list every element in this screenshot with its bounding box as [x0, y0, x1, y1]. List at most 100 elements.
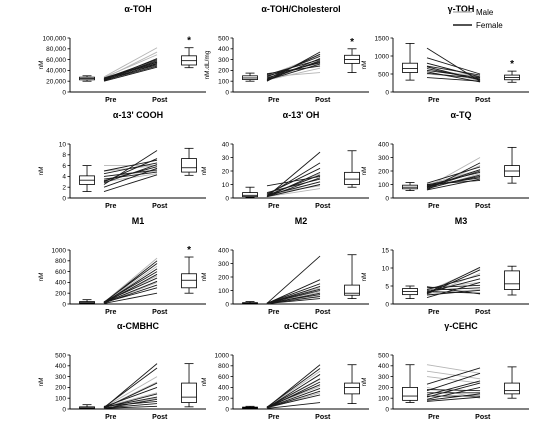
- panel-title: α-TQ: [450, 110, 471, 120]
- x-tick-label-post: Post: [315, 203, 331, 210]
- panel-title: γ-CEHC: [444, 321, 478, 331]
- female-subject-line: [266, 178, 321, 194]
- y-tick-label: 0: [62, 195, 66, 202]
- y-tick-label: 500: [378, 352, 389, 359]
- female-subject-line: [103, 273, 158, 304]
- female-subject-line: [266, 298, 321, 305]
- x-tick-label-post: Post: [315, 97, 331, 104]
- box-iqr: [344, 171, 360, 185]
- y-tick-label: 1000: [375, 53, 390, 60]
- female-subject-line: [266, 65, 321, 75]
- y-axis-label: nM: [201, 166, 208, 175]
- significance-star: *: [510, 59, 514, 70]
- female-subject-line: [266, 378, 321, 408]
- female-subject-line: [266, 402, 321, 409]
- pre-box: [242, 301, 258, 305]
- female-subject-line: [426, 386, 481, 400]
- male-subject-line: [266, 67, 321, 81]
- pre-box: [79, 165, 95, 192]
- y-tick-label: 300: [218, 261, 229, 268]
- x-tick-label-post: Post: [152, 309, 168, 316]
- box-iqr: [242, 192, 258, 198]
- panel: M2 nM 0 100 200 300 400 Pre Post: [201, 216, 369, 316]
- y-tick-label: 0: [62, 406, 66, 413]
- panel-title: α-13' OH: [283, 110, 320, 120]
- female-subject-line: [266, 63, 321, 81]
- panel: M1 nM 0 200 400 600 800 1000 Pre Post *: [38, 216, 206, 316]
- y-tick-label: 10: [382, 265, 390, 272]
- x-tick-label-pre: Pre: [428, 97, 439, 104]
- x-tick-label-post: Post: [152, 414, 168, 421]
- y-tick-label: 800: [55, 258, 66, 265]
- y-tick-label: 300: [378, 155, 389, 162]
- female-subject-line: [426, 286, 481, 295]
- y-tick-label: 200: [378, 385, 389, 392]
- y-tick-label: 300: [55, 374, 66, 381]
- panel: α-TOH nM 0 20,000 40,000 60,000 80,000 100,000 P…: [38, 4, 206, 104]
- y-tick-label: 60,000: [46, 57, 66, 64]
- y-tick-label: 0: [225, 89, 229, 96]
- y-tick-label: 200: [55, 385, 66, 392]
- y-tick-label: 200: [218, 274, 229, 281]
- female-subject-line: [103, 405, 158, 409]
- y-tick-label: 20,000: [46, 79, 66, 86]
- female-subject-line: [103, 263, 158, 303]
- y-axis-label: nM: [361, 60, 368, 69]
- pre-box: [402, 285, 418, 299]
- post-box: [181, 47, 197, 69]
- panel: α-TQ nM 0 100 200 300 400 Pre Post: [361, 110, 529, 210]
- y-axis-label: nM: [38, 377, 45, 386]
- y-tick-label: 100,000: [43, 35, 67, 42]
- significance-star: *: [350, 37, 354, 48]
- y-tick-label: 300: [218, 57, 229, 64]
- female-subject-line: [266, 368, 321, 408]
- x-tick-label-post: Post: [152, 97, 168, 104]
- male-subject-line: [426, 376, 481, 384]
- panel: γ-CEHC nM 0 100 200 300 400 500 Pre Post: [361, 321, 529, 421]
- x-tick-label-pre: Pre: [105, 97, 116, 104]
- panel-title: M2: [295, 216, 308, 226]
- female-subject-line: [426, 284, 481, 289]
- pre-box: [79, 75, 95, 82]
- y-tick-label: 0: [385, 89, 389, 96]
- y-tick-label: 600: [218, 374, 229, 381]
- panel-title: α-CEHC: [284, 321, 319, 331]
- panel: α-TOH/Cholesterol nM.dL/mg 0 100 200 300 400 50…: [204, 4, 369, 104]
- female-subject-line: [103, 271, 158, 303]
- y-tick-label: 0: [62, 301, 66, 308]
- y-tick-label: 2: [62, 185, 66, 192]
- female-subject-line: [103, 292, 158, 304]
- y-tick-label: 500: [378, 71, 389, 78]
- y-tick-label: 400: [55, 363, 66, 370]
- y-tick-label: 80,000: [46, 46, 66, 53]
- x-tick-label-pre: Pre: [268, 203, 279, 210]
- y-tick-label: 10: [59, 141, 67, 148]
- female-subject-line: [103, 62, 158, 79]
- y-tick-label: 20: [222, 168, 230, 175]
- post-box: [181, 147, 197, 176]
- panel-title: α-TOH/Cholesterol: [261, 4, 340, 14]
- post-box: [504, 265, 520, 296]
- x-tick-label-pre: Pre: [105, 414, 116, 421]
- female-subject-line: [266, 283, 321, 304]
- male-subject-line: [266, 72, 321, 78]
- male-subject-line: [266, 188, 321, 198]
- male-subject-line: [426, 370, 481, 380]
- x-tick-label-pre: Pre: [268, 309, 279, 316]
- significance-star: *: [187, 36, 191, 47]
- male-subject-line: [426, 364, 481, 374]
- female-subject-line: [103, 164, 158, 184]
- female-subject-line: [426, 180, 481, 185]
- y-tick-label: 5: [385, 283, 389, 290]
- significance-star: *: [187, 245, 191, 256]
- female-subject-line: [426, 266, 481, 294]
- x-tick-label-post: Post: [475, 414, 491, 421]
- female-subject-line: [103, 162, 158, 175]
- panel-title: α-CMBHC: [117, 321, 160, 331]
- y-axis-label: nM: [38, 166, 45, 175]
- x-tick-label-pre: Pre: [428, 203, 439, 210]
- post-box: [181, 256, 197, 294]
- panel-title: α-13' COOH: [113, 110, 163, 120]
- male-subject-line: [103, 376, 158, 408]
- male-subject-line: [266, 392, 321, 409]
